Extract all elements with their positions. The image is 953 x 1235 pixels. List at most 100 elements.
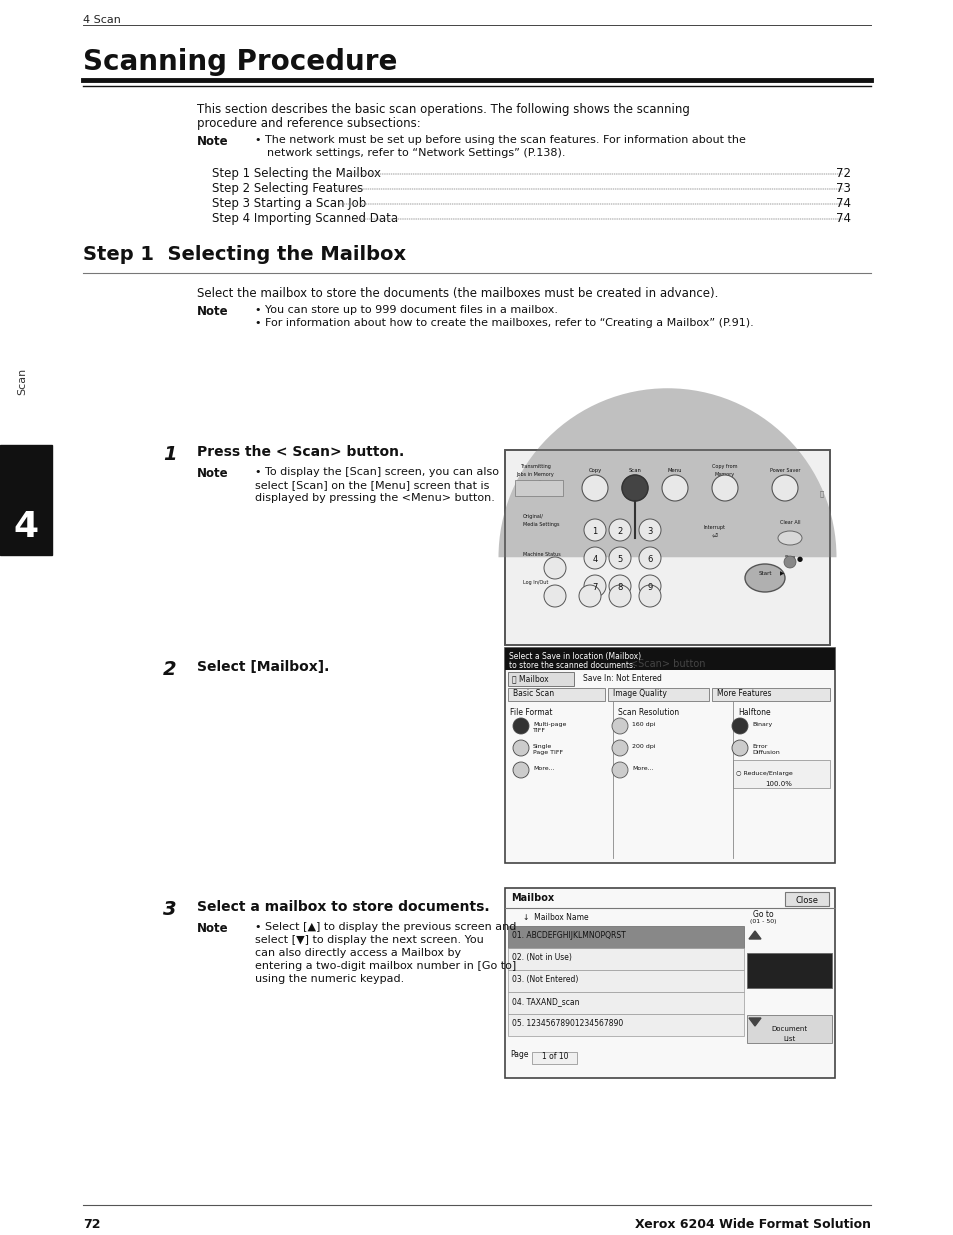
Text: 72: 72 [83, 1218, 100, 1231]
Text: 3: 3 [647, 527, 652, 536]
Circle shape [639, 585, 660, 606]
Text: Clear All: Clear All [779, 520, 800, 525]
Text: Scan: Scan [17, 368, 27, 395]
FancyBboxPatch shape [504, 450, 829, 645]
Text: ⎙ Mailbox: ⎙ Mailbox [512, 674, 548, 683]
Text: • For information about how to create the mailboxes, refer to “Creating a Mailbo: • For information about how to create th… [254, 317, 753, 329]
Text: 100.0%: 100.0% [764, 781, 791, 787]
Text: Image Quality: Image Quality [613, 689, 666, 698]
Text: Start: Start [758, 571, 771, 576]
Circle shape [513, 718, 529, 734]
Bar [746, 1015, 831, 1044]
Text: ▶: ▶ [780, 571, 783, 576]
Text: o: o [537, 480, 541, 487]
Text: 8: 8 [617, 583, 622, 592]
Circle shape [513, 740, 529, 756]
FancyBboxPatch shape [504, 648, 834, 863]
Circle shape [608, 585, 630, 606]
Text: 1: 1 [592, 527, 597, 536]
Text: Note: Note [196, 923, 229, 935]
Text: More Features: More Features [717, 689, 771, 698]
Text: Select the mailbox to store the documents (the mailboxes must be created in adva: Select the mailbox to store the document… [196, 287, 718, 300]
Text: Scan: Scan [628, 468, 640, 473]
Text: Note: Note [196, 305, 229, 317]
Circle shape [731, 740, 747, 756]
Circle shape [583, 576, 605, 597]
Bar [732, 760, 829, 788]
Text: select [▼] to display the next screen. You: select [▼] to display the next screen. Y… [254, 935, 483, 945]
Text: can also directly access a Mailbox by: can also directly access a Mailbox by [254, 948, 460, 958]
Text: 05. 12345678901234567890: 05. 12345678901234567890 [512, 1019, 622, 1028]
Text: • The network must be set up before using the scan features. For information abo: • The network must be set up before usin… [254, 135, 745, 144]
Bar [711, 688, 829, 701]
Circle shape [771, 475, 797, 501]
Text: Stop: Stop [783, 555, 795, 559]
Text: 03. (Not Entered): 03. (Not Entered) [512, 974, 578, 984]
Polygon shape [748, 1018, 760, 1026]
Text: 04. TAXAND_scan: 04. TAXAND_scan [512, 997, 578, 1007]
Text: network settings, refer to “Network Settings” (P.138).: network settings, refer to “Network Sett… [267, 148, 565, 158]
Circle shape [581, 475, 607, 501]
Text: 200 dpi: 200 dpi [631, 743, 655, 748]
Circle shape [711, 475, 738, 501]
Text: 160 dpi: 160 dpi [631, 722, 655, 727]
Circle shape [612, 740, 627, 756]
Text: Power Saver: Power Saver [769, 468, 800, 473]
Text: 3: 3 [163, 900, 176, 919]
Text: Select [Mailbox].: Select [Mailbox]. [196, 659, 329, 674]
Text: Scanning Procedure: Scanning Procedure [83, 48, 397, 77]
Polygon shape [748, 931, 760, 939]
Circle shape [621, 475, 647, 501]
Bar [515, 480, 562, 496]
Bar [746, 953, 831, 988]
Text: More...: More... [533, 766, 554, 771]
Text: 1 of 10: 1 of 10 [541, 1052, 568, 1061]
Text: Multi-page
TIFF: Multi-page TIFF [533, 722, 566, 732]
Circle shape [621, 475, 647, 501]
Bar [507, 688, 604, 701]
Bar [507, 926, 743, 948]
Circle shape [608, 576, 630, 597]
Text: 5: 5 [617, 555, 622, 564]
Text: File Format: File Format [510, 708, 552, 718]
Bar [507, 969, 743, 992]
Circle shape [639, 576, 660, 597]
Text: List: List [782, 1036, 795, 1042]
Text: Close: Close [795, 897, 818, 905]
Bar [507, 1014, 743, 1036]
Ellipse shape [744, 564, 784, 592]
Text: ○ Reduce/Enlarge: ○ Reduce/Enlarge [735, 771, 792, 776]
Text: 2: 2 [617, 527, 622, 536]
Circle shape [612, 718, 627, 734]
Text: Menu: Menu [667, 468, 681, 473]
Circle shape [783, 556, 795, 568]
Text: <Scan> button: <Scan> button [629, 659, 704, 669]
Circle shape [639, 519, 660, 541]
Text: 01. ABCDEFGHIJKLMNOPQRST: 01. ABCDEFGHIJKLMNOPQRST [512, 931, 625, 940]
Text: Original/: Original/ [522, 514, 543, 519]
Text: • Select [▲] to display the previous screen and: • Select [▲] to display the previous scr… [254, 923, 516, 932]
Text: Transmitting: Transmitting [519, 464, 550, 469]
Wedge shape [498, 388, 836, 557]
Text: (01 - 50): (01 - 50) [749, 919, 776, 924]
Text: Basic Scan: Basic Scan [513, 689, 554, 698]
Bar [507, 948, 743, 969]
Text: 4: 4 [13, 510, 38, 543]
Text: Note: Note [196, 467, 229, 480]
Text: procedure and reference subsections:: procedure and reference subsections: [196, 117, 420, 130]
Bar [784, 892, 828, 906]
Text: ⏎: ⏎ [711, 532, 718, 538]
Text: ⏻: ⏻ [819, 490, 823, 496]
Text: • To display the [Scan] screen, you can also: • To display the [Scan] screen, you can … [254, 467, 498, 477]
Text: 02. (Not in Use): 02. (Not in Use) [512, 953, 571, 962]
Text: Machine Status: Machine Status [522, 552, 560, 557]
Text: Scan Resolution: Scan Resolution [618, 708, 679, 718]
Text: Error
Diffusion: Error Diffusion [751, 743, 779, 755]
Text: Media Settings: Media Settings [522, 522, 558, 527]
Text: • You can store up to 999 document files in a mailbox.: • You can store up to 999 document files… [254, 305, 558, 315]
Text: 72: 72 [835, 167, 850, 180]
Text: Interrupt: Interrupt [703, 525, 725, 530]
Text: Single
Page TIFF: Single Page TIFF [533, 743, 562, 755]
Text: Binary: Binary [751, 722, 771, 727]
Ellipse shape [778, 531, 801, 545]
